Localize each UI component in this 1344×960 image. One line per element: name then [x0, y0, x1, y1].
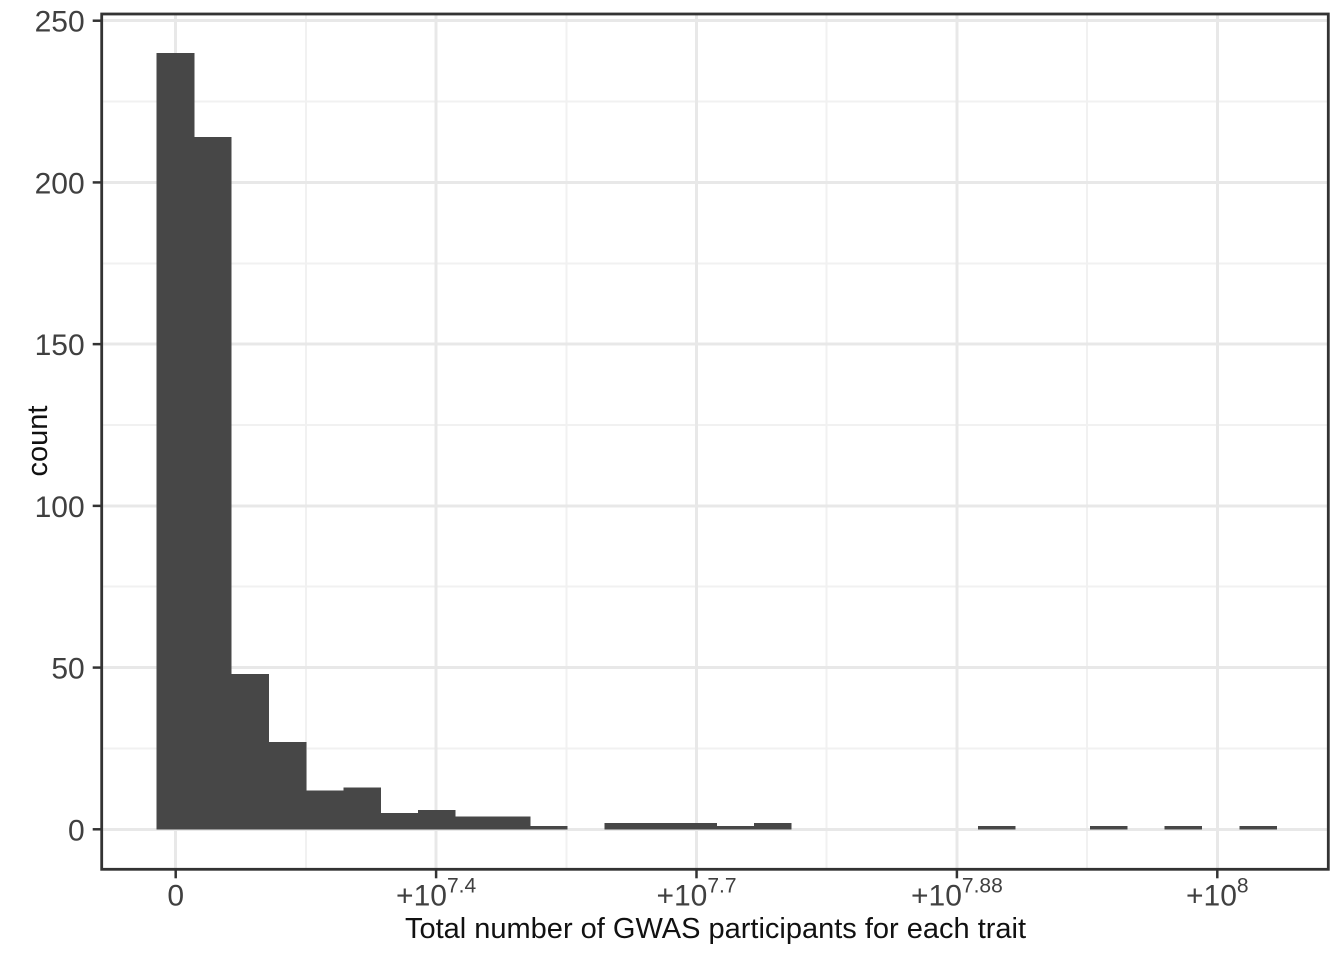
- axis-tick-marks: [92, 19, 1219, 879]
- histogram-bar: [194, 137, 232, 830]
- histogram-bar: [455, 816, 493, 830]
- y-tick-label: 150: [35, 329, 85, 362]
- histogram-bar: [716, 826, 755, 830]
- major-gridlines: [101, 14, 1329, 870]
- histogram-bar: [530, 826, 568, 830]
- x-axis-title: Total number of GWAS participants for ea…: [404, 913, 1027, 945]
- y-tick-label: 0: [68, 814, 85, 847]
- histogram-bars: [156, 53, 1277, 830]
- x-tick-label: +107.88: [911, 874, 1003, 912]
- histogram-bar: [1239, 826, 1277, 830]
- minor-gridlines: [101, 14, 1329, 870]
- x-tick-label: +108: [1186, 874, 1249, 912]
- y-tick-label: 50: [51, 653, 84, 686]
- y-tick-label: 200: [35, 167, 85, 200]
- histogram-bar: [268, 741, 307, 830]
- y-tick-label: 100: [35, 491, 85, 524]
- histogram-bar: [977, 826, 1016, 830]
- histogram-bar: [492, 816, 531, 830]
- x-tick-label: +107.7: [656, 874, 736, 912]
- histogram-bar: [641, 822, 680, 830]
- histogram-bar: [753, 822, 792, 830]
- x-tick-label: 0: [167, 879, 184, 912]
- panel-border: [100, 12, 1330, 871]
- histogram-bar: [343, 787, 381, 830]
- histogram-bar: [156, 53, 195, 830]
- x-tick-labels: 0 +107.4 +107.7 +107.88 +108: [167, 874, 1248, 912]
- histogram-bar: [306, 790, 344, 830]
- x-tick-label: +107.4: [396, 874, 476, 912]
- y-tick-label: 250: [35, 6, 85, 39]
- histogram-bar: [380, 813, 419, 830]
- histogram-bar: [679, 822, 717, 830]
- histogram-bar: [231, 674, 269, 830]
- y-tick-labels: 0 50 100 150 200 250: [35, 6, 85, 848]
- histogram-bar: [1164, 826, 1203, 830]
- histogram-bar: [604, 822, 643, 830]
- histogram-bar: [1089, 826, 1128, 830]
- histogram-bar: [418, 809, 456, 830]
- y-axis-title: count: [22, 405, 54, 477]
